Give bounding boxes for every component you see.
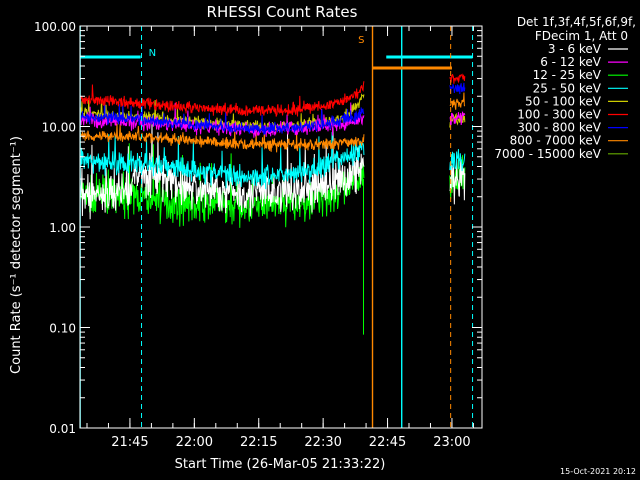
- legend-label: 300 - 800 keV: [517, 121, 601, 135]
- series-800-7000-kev-segment-2: [449, 92, 466, 110]
- attenuator-label-s: S: [358, 35, 364, 46]
- y-tick-label: 100.00: [34, 20, 76, 34]
- x-tick-label: 22:00: [176, 435, 213, 450]
- series-25-50-kev-segment-2: [449, 149, 466, 172]
- legend-label: 25 - 50 keV: [533, 81, 602, 95]
- series-800-7000-kev-segment-1: [79, 123, 365, 153]
- x-axis-label: Start Time (26-Mar-05 21:33:22): [175, 457, 386, 472]
- series-100-300-kev-segment-2: [449, 73, 466, 84]
- x-tick-label: 22:45: [369, 435, 406, 450]
- attenuator-overlay: NS: [79, 26, 474, 428]
- legend-label: 50 - 100 keV: [525, 94, 602, 108]
- legend-label: 3 - 6 keV: [548, 42, 602, 56]
- y-axis-label: Count Rate (s⁻¹ detector segment⁻¹): [9, 136, 24, 374]
- x-tick-label: 21:45: [111, 435, 148, 450]
- series-100-300-kev-segment-1: [79, 81, 365, 117]
- series-12-25-kev-segment-1: [79, 143, 365, 228]
- legend-label: 6 - 12 keV: [540, 55, 602, 69]
- legend-label: 12 - 25 keV: [533, 68, 602, 82]
- y-tick-label: 1.00: [49, 221, 76, 235]
- legend: Det 1f,3f,4f,5f,6f,9f,FDecim 1, Att 03 -…: [494, 15, 636, 161]
- series-300-800-kev-segment-1: [79, 98, 365, 135]
- chart-title: RHESSI Count Rates: [207, 3, 358, 21]
- y-tick-label: 0.10: [49, 322, 76, 336]
- series-3-6-kev-segment-1: [79, 122, 365, 220]
- x-tick-label: 22:30: [304, 435, 341, 450]
- date-stamp: 15-Oct-2021 20:12: [560, 467, 636, 476]
- series-layer: [79, 73, 466, 335]
- x-tick-label: 22:15: [240, 435, 277, 450]
- legend-label: 7000 - 15000 keV: [494, 147, 601, 161]
- series-6-12-kev-segment-2: [449, 111, 466, 127]
- x-tick-label: 23:00: [433, 435, 470, 450]
- series-25-50-kev-segment-1: [79, 132, 365, 190]
- series-50-100-kev-segment-2: [449, 112, 466, 128]
- series-300-800-kev-segment-2: [449, 82, 466, 95]
- legend-label: 800 - 7000 keV: [510, 134, 602, 148]
- legend-header-line-1: Det 1f,3f,4f,5f,6f,9f,: [517, 15, 636, 29]
- attenuator-label-n: N: [149, 48, 156, 59]
- legend-label: 100 - 300 keV: [517, 108, 601, 122]
- legend-header-line-2: FDecim 1, Att 0: [535, 29, 628, 43]
- plot-frame: [79, 25, 483, 429]
- y-tick-label: 10.00: [42, 121, 76, 135]
- axes: 0.01 0.10 1.00 10.00 100.00 21:45 22:00 22:15 22…: [34, 20, 483, 450]
- y-tick-label: 0.01: [49, 422, 76, 436]
